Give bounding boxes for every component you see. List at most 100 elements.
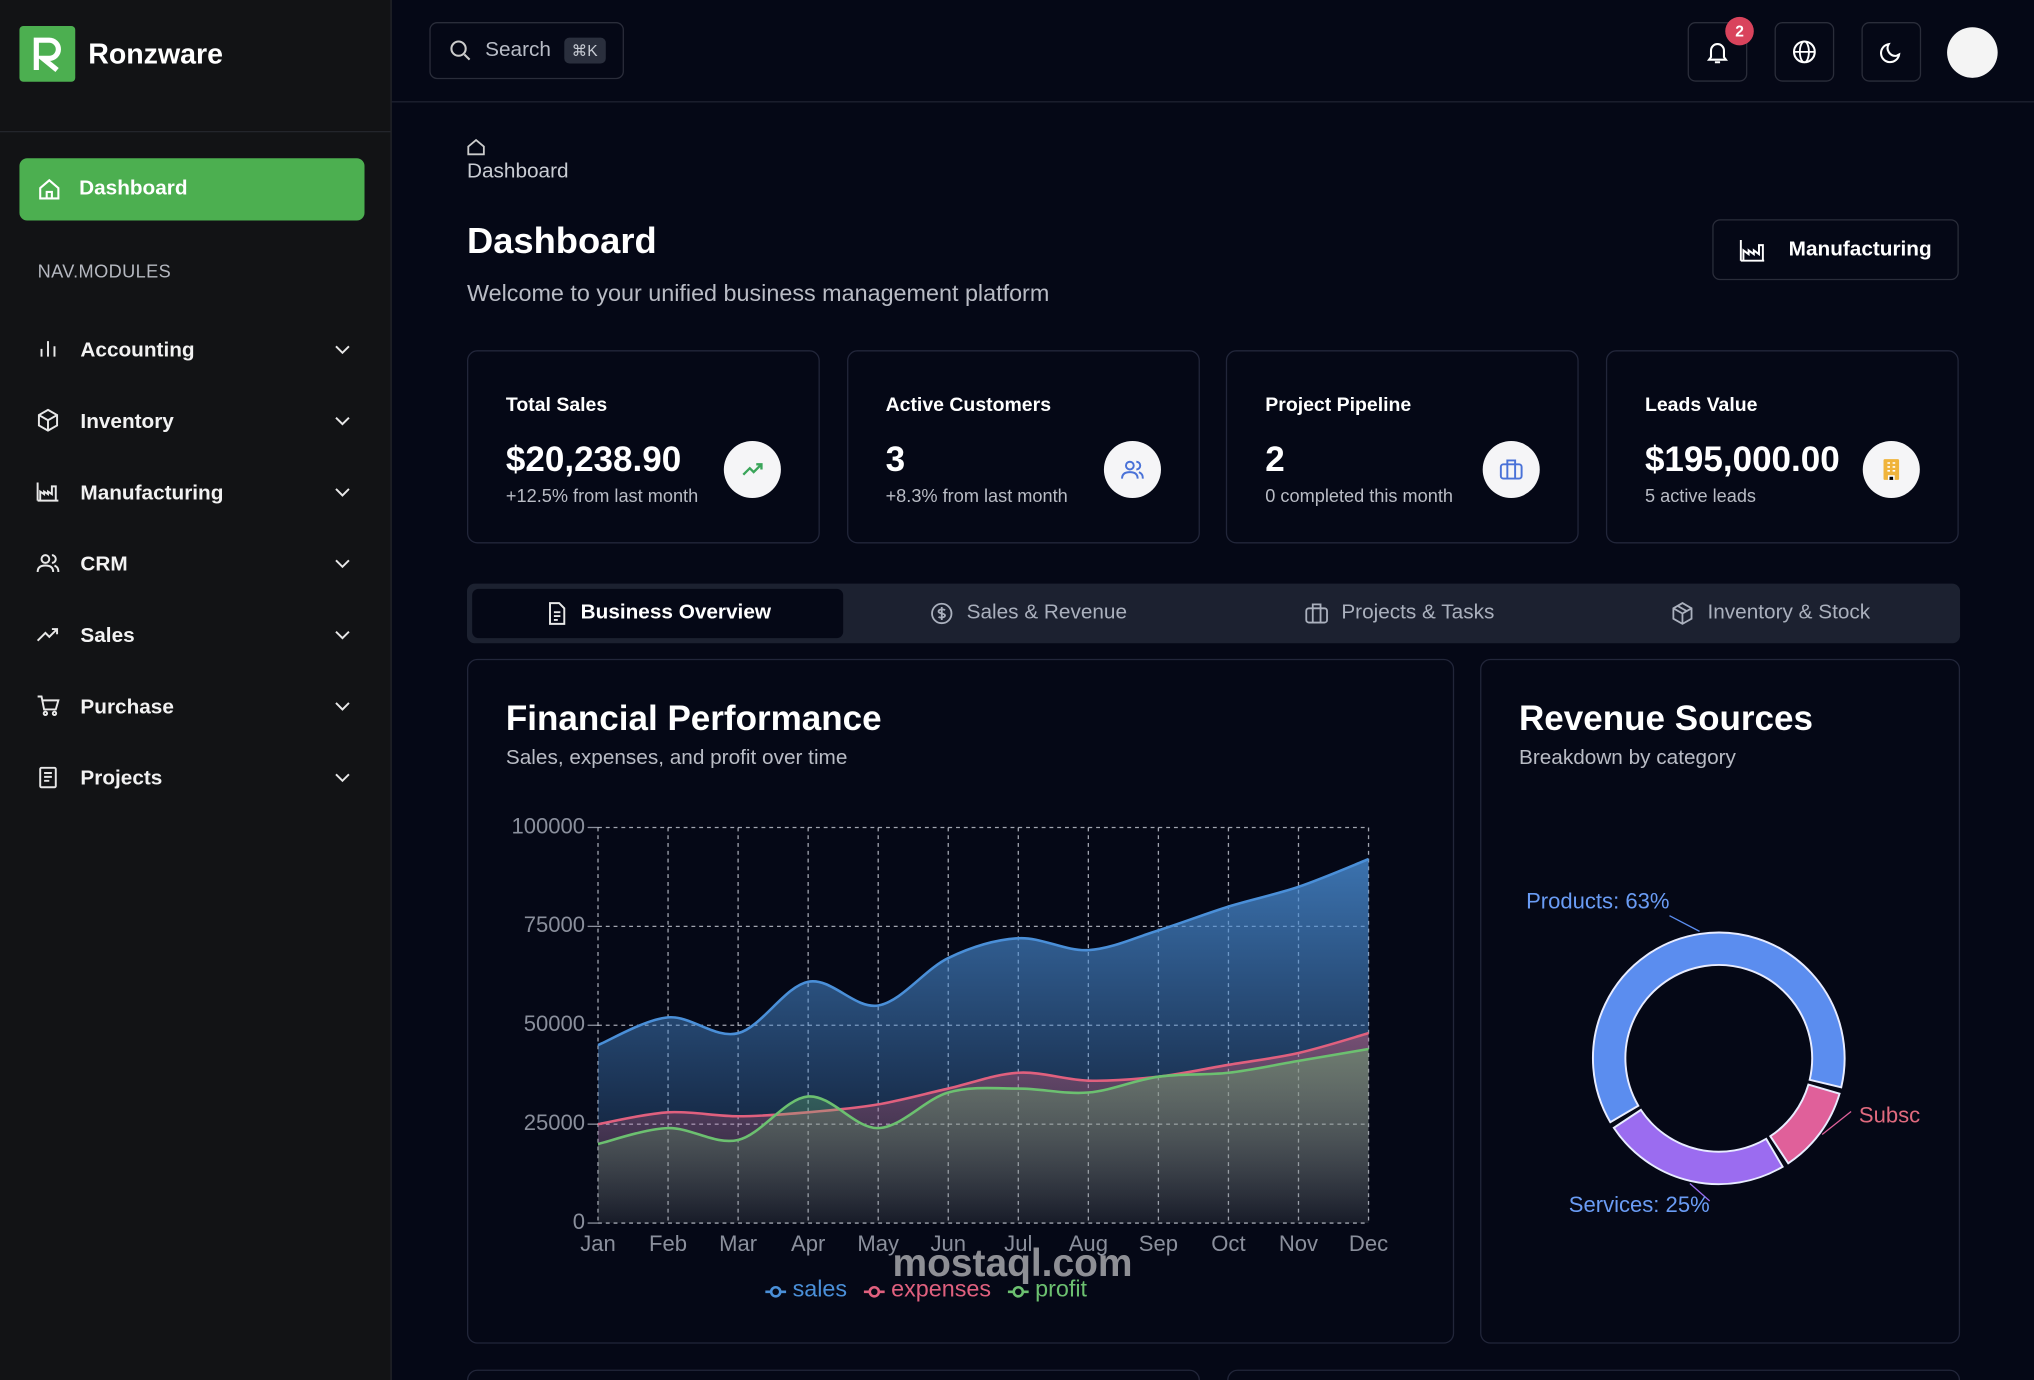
chart-title: Revenue Sources <box>1519 699 1813 738</box>
icon <box>1500 459 1524 480</box>
logo <box>19 25 76 82</box>
watermark: mostaql.com <box>892 1242 1133 1286</box>
nav-icon <box>36 337 65 367</box>
icon <box>335 630 350 639</box>
stat-label: Project Pipeline <box>1265 394 1412 417</box>
language-button[interactable] <box>1774 22 1835 82</box>
brand[interactable]: Ronzware <box>19 25 224 82</box>
icon <box>1305 603 1328 624</box>
sidebar: Ronzware Dashboard NAV.MODULES Accountin… <box>0 0 392 1380</box>
nav-item[interactable]: Accounting <box>36 332 354 371</box>
brand-name: Ronzware <box>88 36 224 70</box>
stat-note: 0 completed this month <box>1265 485 1454 506</box>
icon <box>1672 602 1693 625</box>
stat-value: $195,000.00 <box>1644 439 1840 479</box>
nav-item[interactable]: CRM <box>36 546 354 585</box>
legend-icon <box>769 1285 782 1298</box>
stat-note: +12.5% from last month <box>505 485 699 506</box>
area-fill <box>598 1049 1369 1224</box>
tabs: Business Overview Sales & Revenue Projects… <box>466 583 1961 644</box>
module-label: Manufacturing <box>1788 237 1932 261</box>
nav-label: Projects <box>80 767 163 790</box>
nav-label: Dashboard <box>79 177 188 200</box>
nav-item[interactable]: Projects <box>36 760 354 799</box>
stat-note: 5 active leads <box>1644 485 1757 506</box>
nav-label: Accounting <box>80 339 195 362</box>
icon <box>931 602 953 625</box>
nav-section: NAV.MODULES <box>37 260 172 282</box>
tab[interactable]: Business Overview <box>472 588 844 639</box>
nav-label: CRM <box>80 553 128 576</box>
x-tick-label: Feb <box>649 1231 687 1256</box>
icon <box>335 416 350 425</box>
notifications-button[interactable] <box>1687 22 1748 82</box>
shortcut: ⌘K <box>563 37 606 64</box>
y-tick-label: 25000 <box>524 1110 585 1135</box>
chart-panel: Revenue Sources Breakdown by category <box>1480 658 1961 1344</box>
icon <box>37 694 60 716</box>
tab[interactable]: Projects & Tasks <box>1214 589 1585 638</box>
avatar[interactable] <box>1947 27 1998 78</box>
donut-label: Products: 63% <box>1526 889 1669 914</box>
nav-item[interactable]: Manufacturing <box>36 475 354 514</box>
nav-active[interactable]: Dashboard <box>19 158 365 221</box>
chevron <box>331 622 354 652</box>
leader-line <box>1689 1182 1711 1202</box>
nav-icon <box>36 622 65 652</box>
stat-note: +8.3% from last month <box>885 485 1068 506</box>
header <box>391 0 2034 103</box>
donut-segment <box>1768 1083 1841 1165</box>
legend-icon <box>1012 1285 1025 1298</box>
notification-count: 2 <box>1725 16 1754 46</box>
icon <box>742 463 763 476</box>
stat-icon <box>723 440 781 499</box>
icon <box>335 558 350 568</box>
legend-label: expenses <box>891 1276 991 1302</box>
stat-icon <box>1483 440 1541 499</box>
icon <box>1120 460 1144 479</box>
chart-title: Financial Performance <box>505 699 882 738</box>
tab-label: Inventory & Stock <box>1707 601 1871 624</box>
nav-icon <box>36 479 65 509</box>
nav-icon <box>36 765 65 795</box>
chart-subtitle: Breakdown by category <box>1519 747 1736 770</box>
tab[interactable]: Inventory & Stock <box>1585 589 1956 638</box>
nav-item[interactable]: Sales <box>36 617 354 656</box>
icon <box>36 553 60 572</box>
theme-button[interactable] <box>1861 22 1922 82</box>
chevron <box>331 693 354 723</box>
nav-item[interactable]: Purchase <box>36 689 354 728</box>
stat-label: Active Customers <box>885 394 1052 417</box>
donut-segment <box>1612 1108 1784 1186</box>
x-tick-label: Jun <box>930 1231 966 1256</box>
chevron <box>331 479 354 509</box>
chevron <box>331 551 354 581</box>
x-tick-label: Jul <box>1004 1231 1032 1256</box>
x-tick-label: Apr <box>791 1231 825 1256</box>
donut-segment <box>1591 931 1846 1124</box>
tab-label: Projects & Tasks <box>1341 601 1495 624</box>
donut-label: Subsc <box>1859 1103 1920 1128</box>
legend-icon <box>868 1285 881 1298</box>
nav-icon <box>36 693 65 723</box>
stat-value: 2 <box>1265 439 1285 479</box>
search[interactable]: Search ⌘K <box>429 22 624 80</box>
home-icon[interactable] <box>467 138 485 156</box>
module-button[interactable]: Manufacturing <box>1712 219 1959 281</box>
leader-line <box>1669 915 1700 932</box>
breadcrumb[interactable]: Dashboard <box>466 160 569 183</box>
nav-item[interactable]: Inventory <box>36 403 354 442</box>
chart-subtitle: Sales, expenses, and profit over time <box>505 747 848 770</box>
tab[interactable]: Sales & Revenue <box>843 589 1214 638</box>
stat-value: $20,238.90 <box>505 439 682 479</box>
stat-value: 3 <box>885 439 906 479</box>
divider <box>0 130 391 133</box>
stat-card: Leads Value $195,000.00 5 active leads <box>1606 350 1959 544</box>
icon <box>335 487 350 497</box>
x-tick-label: Oct <box>1211 1231 1245 1256</box>
icon <box>37 408 59 432</box>
x-tick-label: Nov <box>1279 1231 1318 1256</box>
legend-label: sales <box>793 1276 847 1302</box>
stat-icon <box>1862 440 1920 499</box>
x-tick-label: Jan <box>580 1231 616 1256</box>
